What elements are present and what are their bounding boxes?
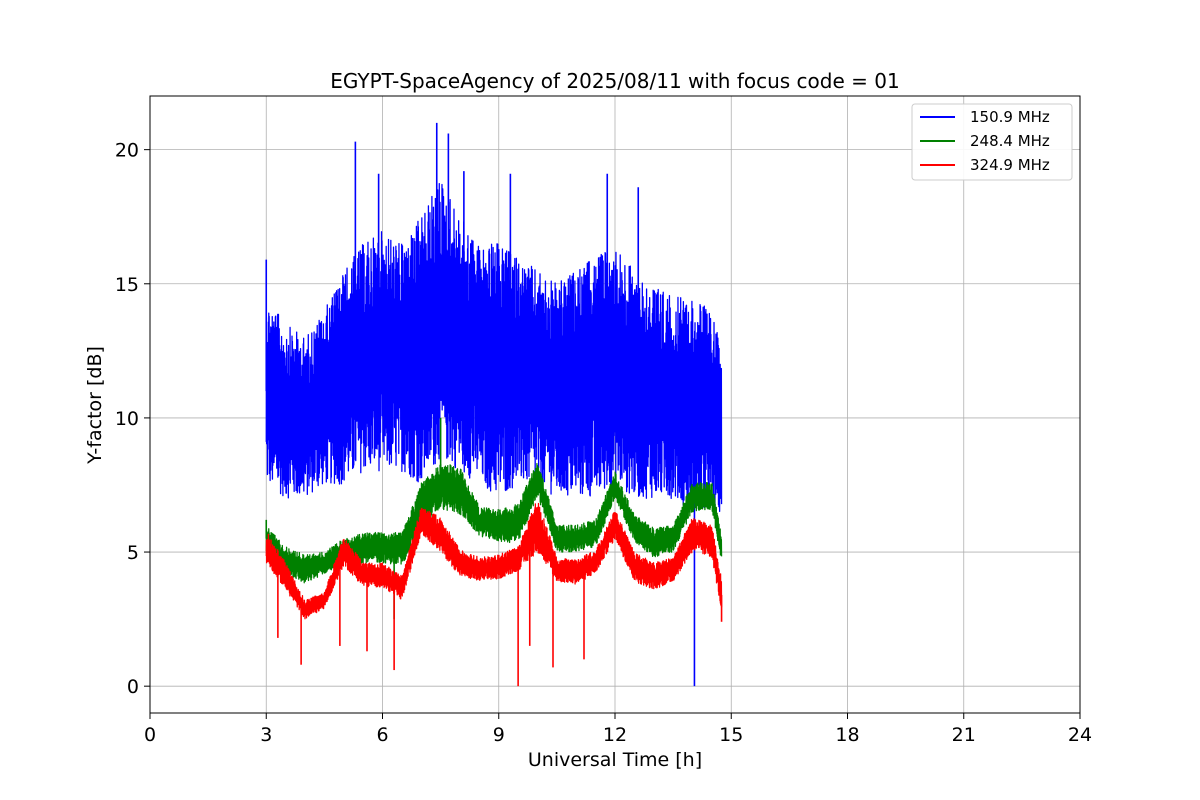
legend-label: 150.9 MHz: [970, 108, 1050, 126]
legend-box: [911, 103, 1073, 181]
y-axis-title: Y-factor [dB]: [84, 346, 106, 465]
series-line-2: [265, 502, 723, 620]
legend-label: 324.9 MHz: [970, 156, 1050, 174]
chart-title: EGYPT-SpaceAgency of 2025/08/11 with foc…: [330, 69, 899, 93]
x-tick-label: 18: [835, 724, 859, 746]
x-axis-ticks: 0 3 6 9 12 15 18 21 24: [144, 713, 1092, 746]
x-tick-label: 0: [144, 724, 156, 746]
y-axis-ticks: 0 5 10 15 20: [115, 140, 150, 698]
y-tick-label: 10: [115, 408, 139, 430]
x-tick-label: 24: [1068, 724, 1092, 746]
y-tick-label: 5: [127, 542, 139, 564]
series-layer: [265, 122, 723, 687]
legend: 150.9 MHz 248.4 MHz 324.9 MHz: [911, 103, 1073, 181]
legend-label: 248.4 MHz: [970, 132, 1050, 150]
x-tick-label: 15: [719, 724, 743, 746]
x-tick-label: 9: [493, 724, 505, 746]
series-line-0: [265, 183, 723, 512]
y-tick-label: 15: [115, 274, 139, 296]
x-tick-label: 6: [376, 724, 388, 746]
x-tick-label: 3: [260, 724, 272, 746]
x-tick-label: 12: [603, 724, 627, 746]
x-axis-title: Universal Time [h]: [528, 749, 702, 771]
y-tick-label: 20: [115, 140, 139, 162]
y-tick-label: 0: [127, 676, 139, 698]
x-tick-label: 21: [952, 724, 976, 746]
